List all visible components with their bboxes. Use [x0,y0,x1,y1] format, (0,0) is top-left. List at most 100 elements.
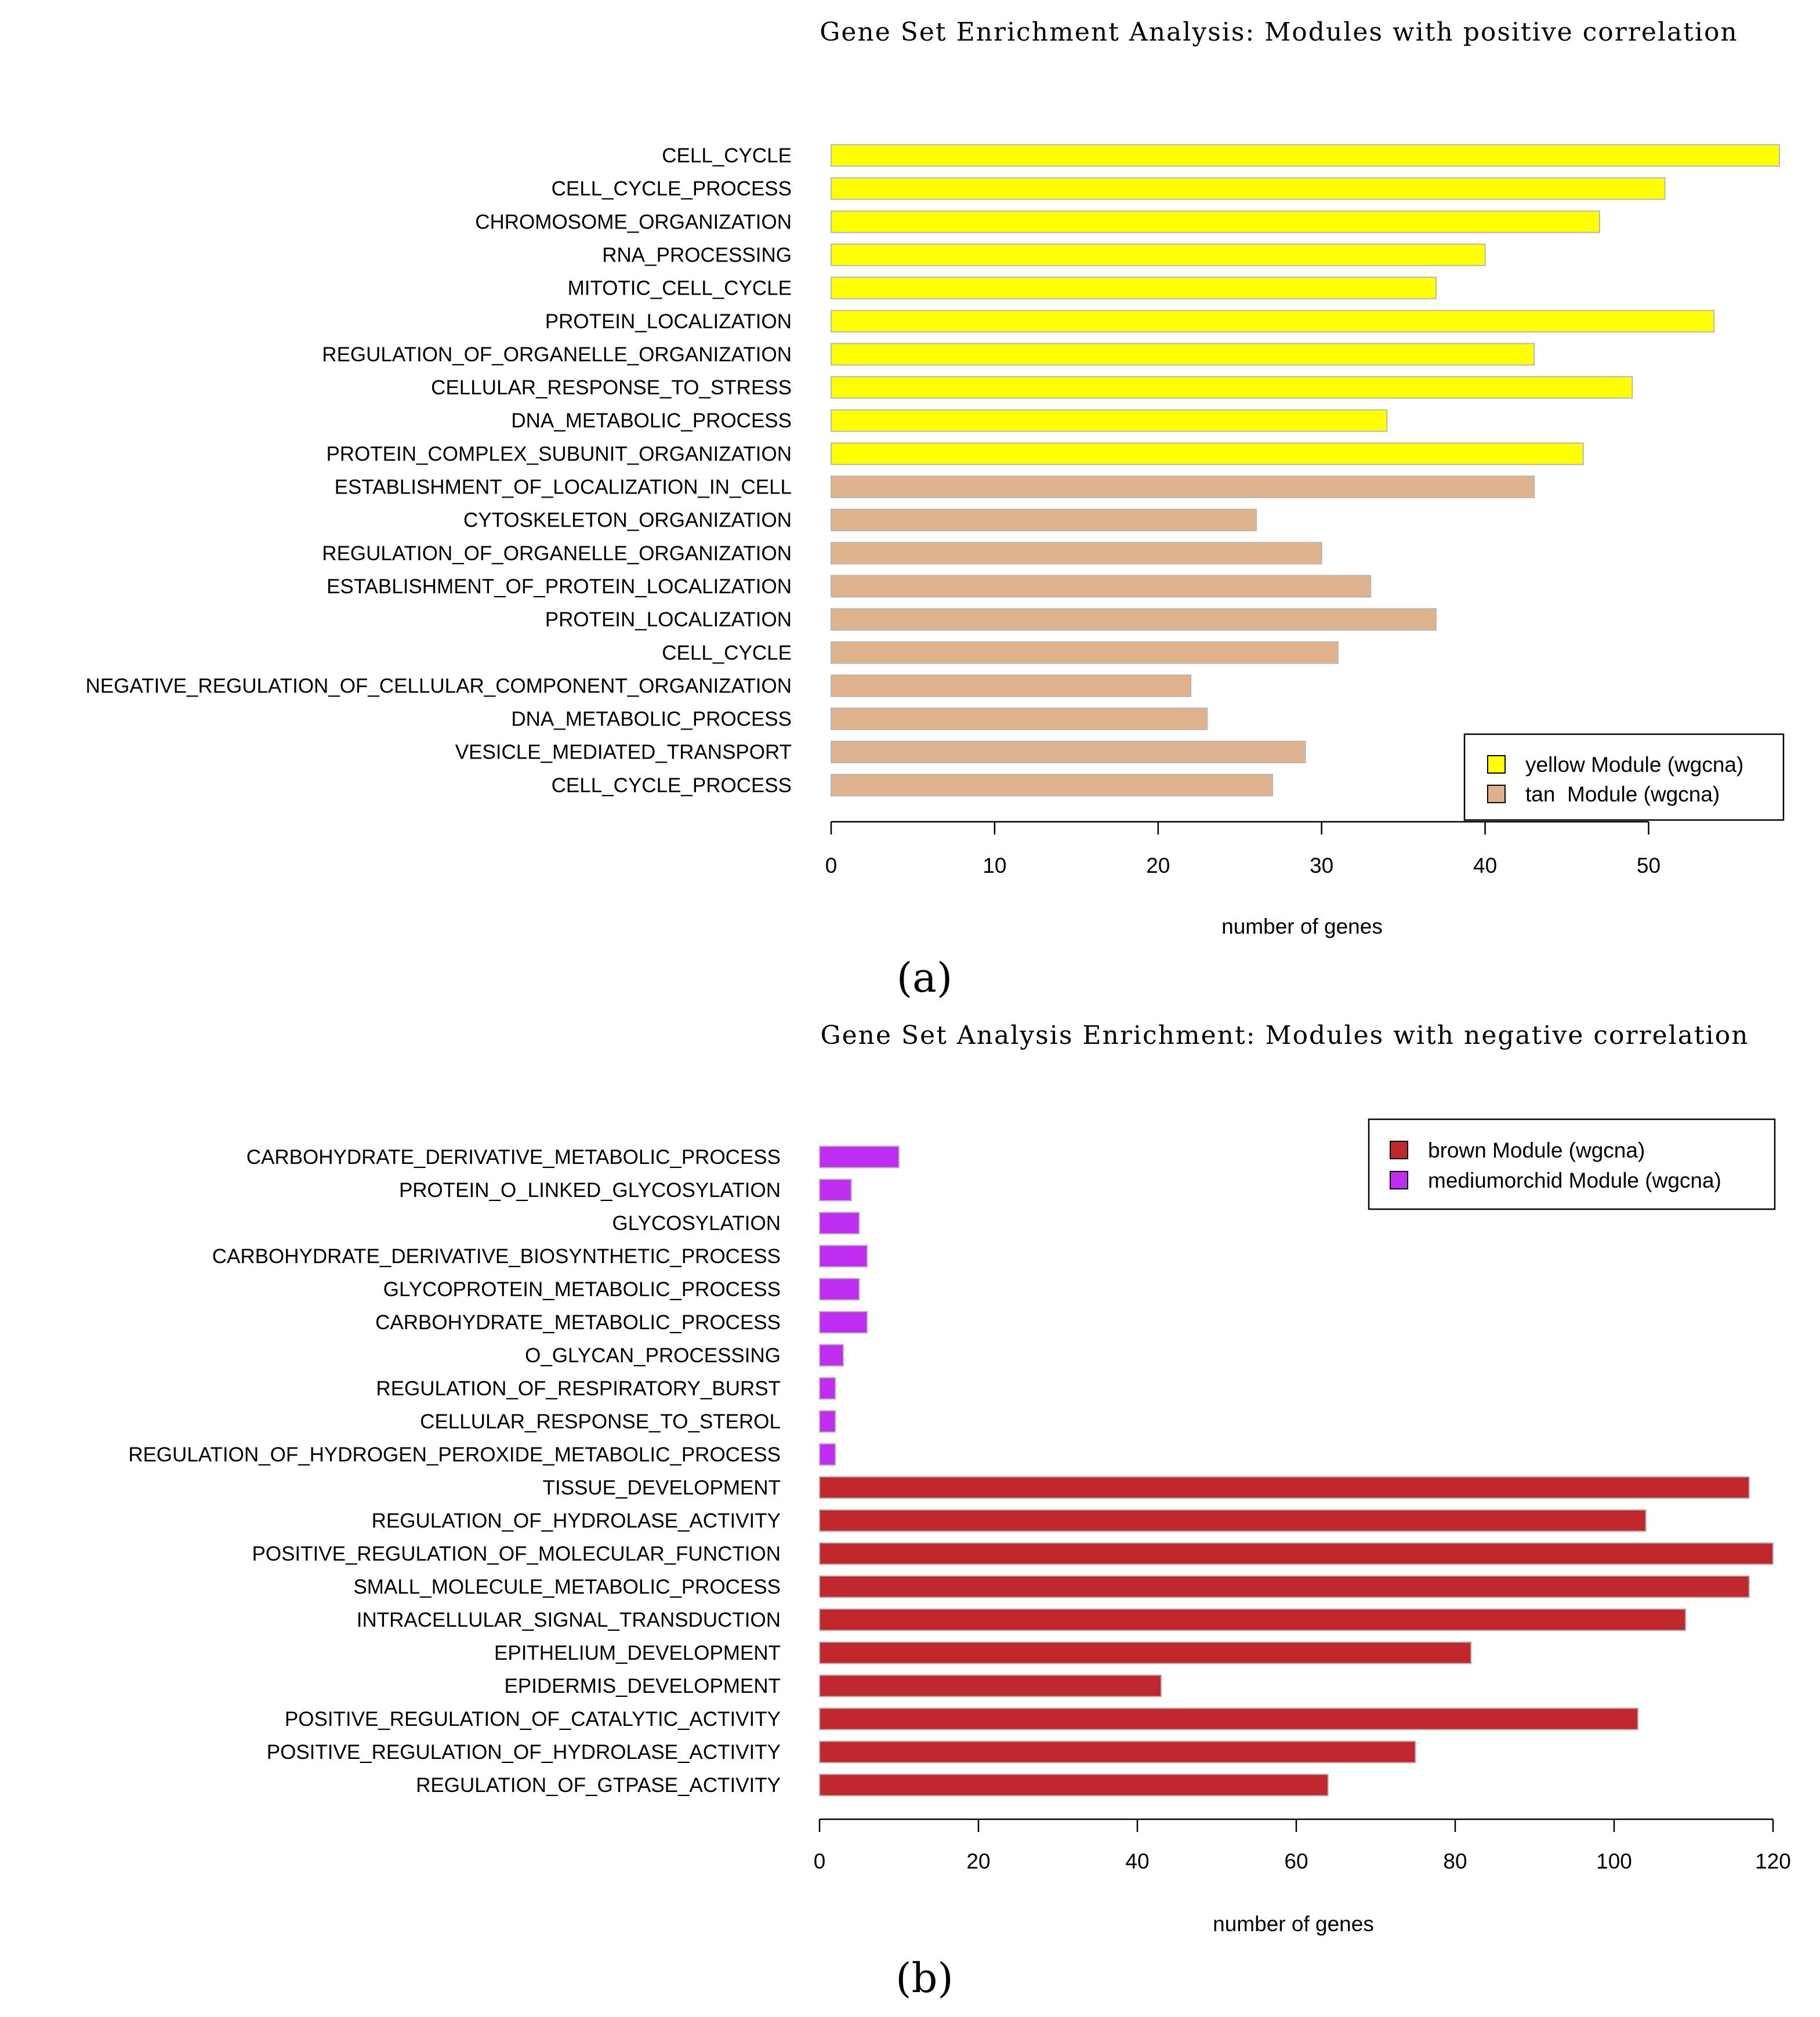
category-label: REGULATION_OF_HYDROLASE_ACTIVITY [372,1510,781,1532]
x-tick-label: 30 [1310,854,1333,877]
x-tick-label: 0 [825,854,838,877]
category-labels-a: CELL_CYCLE CELL_CYCLE_PROCESS CHROMOSOME_O… [86,144,792,797]
legend-b: brown Module (wgcna) mediumorchid Module… [1368,1118,1776,1210]
bar-establishment-of-protein-localization [831,575,1372,598]
bar-cytoskeleton-organization [831,509,1257,532]
bar-cell-cycle-process [831,774,1274,797]
category-label: REGULATION_OF_ORGANELLE_ORGANIZATION [322,542,792,565]
chart-title-a: Gene Set Enrichment Analysis: Modules wi… [820,17,1738,47]
category-label: CELLULAR_RESPONSE_TO_STRESS [431,376,792,399]
category-label: CELL_CYCLE_PROCESS [552,177,792,200]
bar-mitotic-cell-cycle [831,277,1437,300]
bar-intracellular-signal-transduction [819,1608,1687,1631]
bar-glycosylation [819,1211,860,1235]
bar-regulation-of-organelle-organization [831,542,1322,565]
bar-carbohydrate-derivative-metabolic-process [819,1145,900,1169]
bar-rna-processing [831,243,1486,266]
legend-swatch-yellow [1487,755,1506,774]
category-labels-b: CARBOHYDRATE_DERIVATIVE_METABOLIC_PROCES… [128,1146,781,1797]
x-axis-label-a: number of genes [1221,915,1383,938]
x-tick-label: 0 [814,1849,826,1873]
category-label: POSITIVE_REGULATION_OF_CATALYTIC_ACTIVIT… [285,1708,781,1731]
bar-protein-localization [831,310,1715,333]
category-label: POSITIVE_REGULATION_OF_MOLECULAR_FUNCTIO… [252,1543,781,1565]
category-label: MITOTIC_CELL_CYCLE [568,277,792,300]
bar-positive-regulation-of-catalytic-activity [819,1707,1639,1731]
panel-label-b: (b) [896,1954,953,2002]
bar-negative-regulation-of-cellular-component-organization [831,674,1192,697]
category-label: DNA_METABOLIC_PROCESS [511,708,792,731]
category-label: EPITHELIUM_DEVELOPMENT [494,1642,781,1664]
category-label: CELL_CYCLE_PROCESS [552,774,792,797]
category-label: REGULATION_OF_HYDROGEN_PEROXIDE_METABOLI… [128,1443,781,1466]
bar-regulation-of-hydrogen-peroxide-metabolic-process [819,1443,836,1466]
bar-regulation-of-organelle-organization [831,343,1535,366]
category-label: DNA_METABOLIC_PROCESS [511,409,792,432]
category-label: TISSUE_DEVELOPMENT [543,1477,781,1499]
panel-label-a: (a) [897,954,952,1002]
category-label: CARBOHYDRATE_DERIVATIVE_METABOLIC_PROCES… [246,1146,781,1169]
bar-tissue-development [819,1476,1750,1499]
x-axis-a: 0 10 20 30 40 50 [825,821,1661,877]
chart-panel-a: Gene Set Enrichment Analysis: Modules wi… [86,17,1785,1002]
bar-protein-o-linked-glycosylation [819,1178,852,1202]
category-label: CELLULAR_RESPONSE_TO_STEROL [420,1410,781,1433]
x-tick-label: 50 [1637,854,1661,877]
category-label: NEGATIVE_REGULATION_OF_CELLULAR_COMPONEN… [86,674,792,697]
bar-establishment-of-localization-in-cell [831,476,1535,498]
bar-regulation-of-respiratory-burst [819,1377,836,1400]
x-tick-label: 120 [1755,1849,1791,1873]
category-label: GLYCOSYLATION [612,1212,781,1235]
category-label: EPIDERMIS_DEVELOPMENT [505,1675,781,1697]
bar-cell-cycle-process [831,177,1666,200]
x-tick-label: 40 [1125,1849,1149,1873]
category-label: REGULATION_OF_GTPASE_ACTIVITY [416,1774,781,1797]
category-label: CYTOSKELETON_ORGANIZATION [463,509,792,532]
category-label: GLYCOPROTEIN_METABOLIC_PROCESS [383,1278,781,1301]
x-tick-label: 100 [1596,1849,1632,1873]
bar-o-glycan-processing [819,1344,844,1367]
category-label: CHROMOSOME_ORGANIZATION [475,211,792,233]
legend-swatch-tan [1487,785,1506,803]
bar-protein-localization [831,608,1437,631]
category-label: POSITIVE_REGULATION_OF_HYDROLASE_ACTIVIT… [267,1741,781,1764]
bar-protein-complex-subunit-organization [831,442,1584,465]
legend-a: yellow Module (wgcna) tan Module (wgcna) [1463,733,1785,821]
bar-vesicle-mediated-transport [831,741,1306,764]
bar-regulation-of-hydrolase-activity [819,1509,1647,1532]
category-label: REGULATION_OF_ORGANELLE_ORGANIZATION [322,343,792,366]
category-label: CELL_CYCLE [662,641,792,664]
bar-regulation-of-gtpase-activity [819,1773,1329,1797]
legend-swatch-brown [1390,1141,1408,1159]
category-label: PROTEIN_O_LINKED_GLYCOSYLATION [399,1179,781,1202]
bar-glycoprotein-metabolic-process [819,1278,860,1301]
x-tick-label: 40 [1473,854,1497,877]
bar-dna-metabolic-process [831,708,1208,731]
category-label: VESICLE_MEDIATED_TRANSPORT [455,741,792,764]
category-label: RNA_PROCESSING [602,244,792,266]
x-tick-label: 20 [966,1849,990,1873]
bar-positive-regulation-of-hydrolase-activity [819,1740,1416,1764]
x-tick-label: 10 [982,854,1006,877]
bar-dna-metabolic-process [831,409,1388,432]
bar-cellular-response-to-sterol [819,1410,836,1433]
legend-label-tan: tan Module (wgcna) [1525,782,1720,806]
legend-swatch-mediumorchid [1390,1171,1408,1189]
category-label: CARBOHYDRATE_METABOLIC_PROCESS [375,1311,781,1334]
bar-chromosome-organization [831,210,1600,233]
chart-panel-b: Gene Set Analysis Enrichment: Modules wi… [128,1021,1791,2002]
category-label: SMALL_MOLECULE_METABOLIC_PROCESS [353,1576,781,1598]
x-axis-b: 0 20 40 60 80 100 120 [814,1818,1791,1873]
legend-box-b [1368,1118,1776,1210]
category-label: INTRACELLULAR_SIGNAL_TRANSDUCTION [357,1609,781,1631]
category-label: PROTEIN_LOCALIZATION [545,310,792,333]
category-label: CARBOHYDRATE_DERIVATIVE_BIOSYNTHETIC_PRO… [212,1245,781,1268]
bar-positive-regulation-of-molecular-function [819,1542,1774,1565]
category-label: REGULATION_OF_RESPIRATORY_BURST [376,1377,781,1400]
legend-box-a [1463,733,1785,821]
legend-label-yellow: yellow Module (wgcna) [1525,753,1743,777]
legend-label-brown: brown Module (wgcna) [1428,1138,1645,1162]
bar-carbohydrate-metabolic-process [819,1311,868,1334]
category-label: ESTABLISHMENT_OF_PROTEIN_LOCALIZATION [327,575,792,598]
